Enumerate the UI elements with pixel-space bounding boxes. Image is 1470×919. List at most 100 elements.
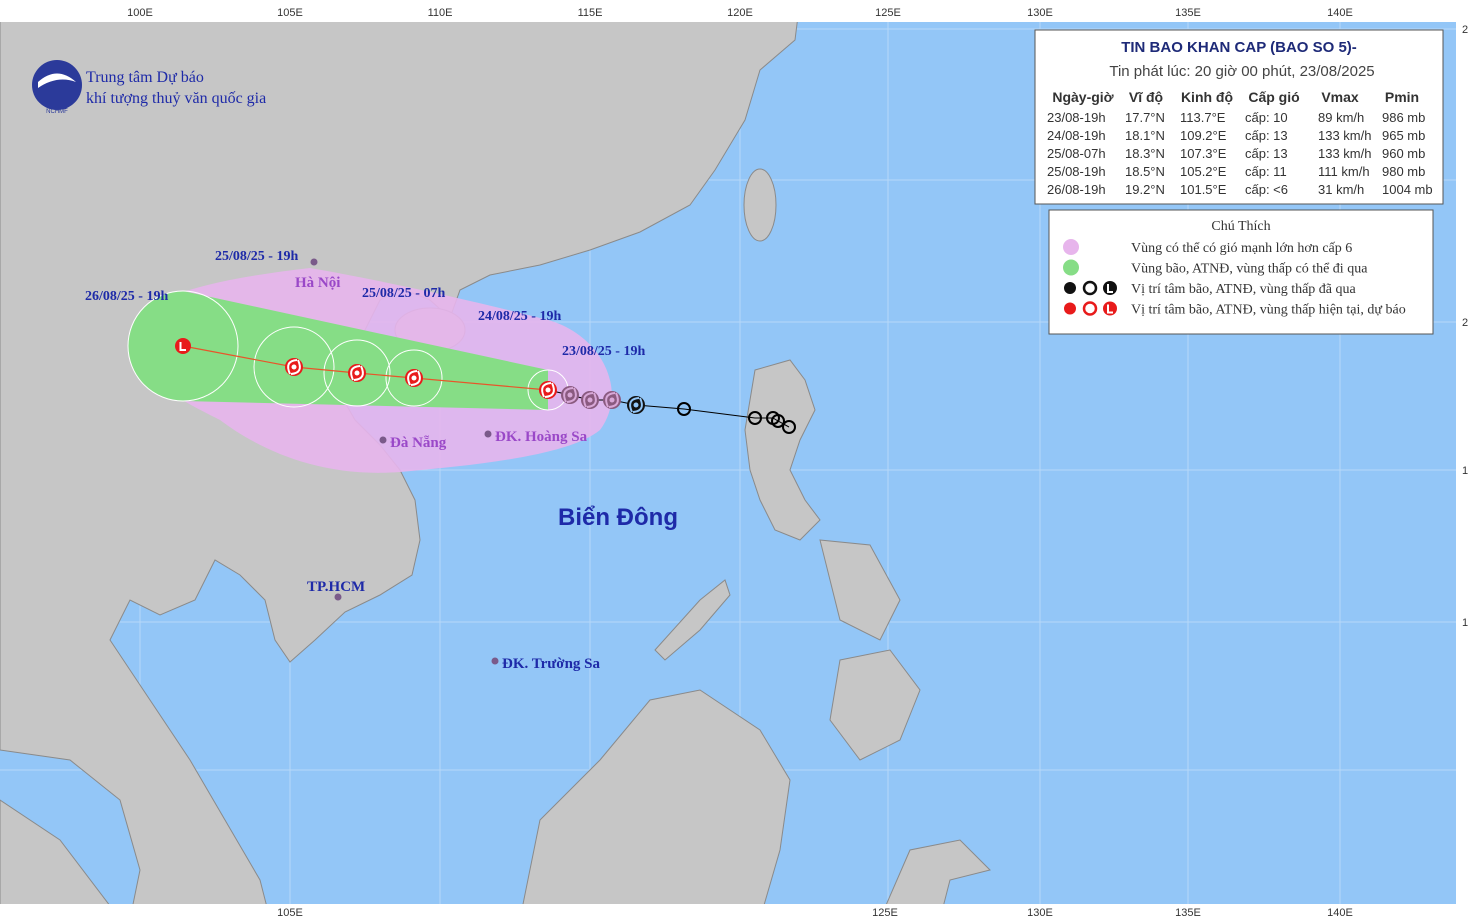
- lon-label: 130E: [1027, 7, 1053, 19]
- right-ruler: [1456, 0, 1470, 919]
- table-cell: 1004 mb: [1382, 182, 1433, 197]
- past-track: [547, 389, 790, 428]
- table-cell: 19.2°N: [1125, 182, 1165, 197]
- lon-label: 140E: [1327, 907, 1353, 919]
- forecast-label: 23/08/25 - 19h: [562, 344, 645, 359]
- past-ring: [771, 414, 785, 428]
- forecast-label: 26/08/25 - 19h: [85, 289, 168, 304]
- table-cell: 24/08-19h: [1047, 128, 1106, 143]
- lon-label: 135E: [1175, 7, 1201, 19]
- storm-symbol: [603, 391, 621, 409]
- table-cell: 960 mb: [1382, 146, 1425, 161]
- legend-icon: [1107, 304, 1113, 314]
- org-name: Trung tâm Dự báo: [86, 69, 204, 86]
- low-symbol: [175, 338, 191, 354]
- legend-icon: [1082, 301, 1098, 316]
- lon-label: 135E: [1175, 907, 1201, 919]
- legend-icon: [1103, 281, 1117, 295]
- uncertainty-circle: [253, 326, 335, 408]
- storm-eye: [291, 364, 297, 370]
- storm-swirl: [407, 370, 421, 386]
- table-cell: 986 mb: [1382, 110, 1425, 125]
- lon-label: 130E: [1027, 907, 1053, 919]
- storm-symbol: [561, 386, 579, 404]
- place-label: ĐK. Trường Sa: [502, 656, 601, 672]
- lon-label: 120E: [727, 7, 753, 19]
- table-cell: cấp: 13: [1245, 146, 1288, 161]
- legend-icon: [1082, 280, 1098, 296]
- table-cell: 25/08-07h: [1047, 146, 1106, 161]
- low-letter: [179, 342, 186, 351]
- bulletin-issued: Tin phát lúc: 20 giờ 00 phút, 23/08/2025: [1109, 63, 1374, 80]
- bottom-ruler: [0, 904, 1470, 919]
- table-cell: 133 km/h: [1318, 128, 1371, 143]
- table-cell: 965 mb: [1382, 128, 1425, 143]
- legend-box: Chú Thích Vùng có thể có gió mạnh lớn hơ…: [1048, 209, 1434, 335]
- storm-eye: [587, 397, 593, 403]
- lat-label: 2: [1462, 24, 1468, 36]
- storm-symbol: [627, 396, 645, 414]
- table-cell: 105.2°E: [1180, 164, 1227, 179]
- lon-label: 105E: [277, 7, 303, 19]
- uncertainty-circle: [385, 349, 443, 407]
- table-header: Ngày-giờ: [1052, 89, 1113, 105]
- past-ring: [677, 402, 691, 416]
- place-dot: [379, 436, 387, 444]
- luzon: [744, 359, 821, 541]
- storm-swirl: [350, 365, 364, 381]
- storm-eye: [567, 392, 573, 398]
- place-dot: [310, 258, 318, 266]
- low-disc: [175, 338, 191, 354]
- storm-swirl: [583, 392, 597, 408]
- place-label: ĐK. Hoàng Sa: [495, 429, 588, 445]
- table-cell: 26/08-19h: [1047, 182, 1106, 197]
- lat-label: 2: [1462, 317, 1468, 329]
- place-dot: [334, 593, 342, 601]
- uncertainty-circle: [127, 290, 239, 402]
- forecast-label: 25/08/25 - 07h: [362, 286, 445, 301]
- storm-symbol: [348, 364, 366, 382]
- storm-swirl: [287, 359, 301, 375]
- bulletin-title: TIN BAO KHAN CAP (BAO SO 5)-: [1121, 39, 1357, 56]
- sulawesi: [879, 839, 991, 919]
- table-cell: cấp: 13: [1245, 128, 1288, 143]
- borneo: [519, 689, 791, 919]
- legend-icon: [1107, 284, 1113, 293]
- place-label: Hà Nội: [295, 275, 340, 291]
- place-label: Đà Nẵng: [390, 435, 447, 451]
- legend-swatch: [1063, 239, 1079, 255]
- lon-label: 100E: [127, 7, 153, 19]
- table-cell: 17.7°N: [1125, 110, 1165, 125]
- bulletin-box: TIN BAO KHAN CAP (BAO SO 5)- Tin phát lú…: [1034, 29, 1444, 205]
- storm-symbol: [581, 391, 599, 409]
- table-cell: 101.5°E: [1180, 182, 1227, 197]
- table-cell: 18.3°N: [1125, 146, 1165, 161]
- legend-item: Vị trí tâm bão, ATNĐ, vùng thấp đã qua: [1131, 282, 1357, 297]
- storm-swirl: [541, 382, 555, 398]
- table-cell: 980 mb: [1382, 164, 1425, 179]
- table-cell: cấp: <6: [1245, 182, 1288, 197]
- lon-label: 125E: [872, 907, 898, 919]
- table-cell: cấp: 10: [1245, 110, 1288, 125]
- table-header: Pmin: [1385, 89, 1419, 105]
- lon-label: 115E: [578, 7, 603, 19]
- uncertainty-circle: [323, 339, 391, 407]
- logo: NCHMF Trung tâm Dự báo khí tượng thuỷ vă…: [32, 60, 266, 115]
- lon-label: 105E: [277, 907, 303, 919]
- taiwan: [743, 168, 777, 242]
- storm-swirl: [605, 392, 619, 408]
- table-cell: 107.3°E: [1180, 146, 1227, 161]
- sumatra: [0, 799, 121, 919]
- table-cell: 89 km/h: [1318, 110, 1364, 125]
- table-header: Cấp gió: [1248, 89, 1299, 105]
- lon-label: 110E: [428, 7, 453, 19]
- mindanao: [829, 649, 921, 761]
- storm-eye: [354, 370, 360, 376]
- palawan: [654, 579, 731, 661]
- past-ring: [748, 411, 762, 425]
- legend-item: Vùng có thể có gió mạnh lớn hơn cấp 6: [1131, 241, 1352, 256]
- legend-title: Chú Thích: [1211, 219, 1270, 234]
- storm-eye: [545, 387, 551, 393]
- table-cell: cấp: 11: [1245, 164, 1287, 179]
- storm-swirl: [629, 397, 643, 413]
